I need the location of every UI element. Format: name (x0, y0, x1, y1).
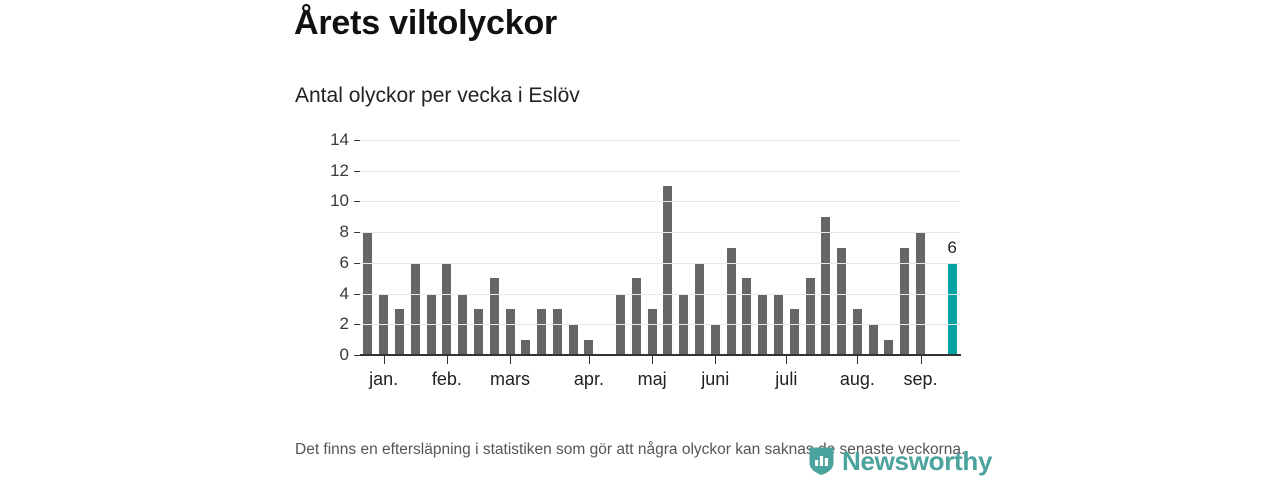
bar[interactable] (521, 339, 531, 355)
gridline (360, 293, 960, 295)
bar[interactable] (837, 247, 847, 355)
bar-highlighted[interactable] (947, 262, 957, 355)
bar[interactable] (789, 308, 799, 355)
newsworthy-shield-barchart-icon (809, 447, 834, 475)
x-axis-tick-label: maj (637, 369, 667, 389)
x-axis-line (360, 354, 961, 356)
gridline (360, 201, 960, 203)
y-axis-tick-label: 12 (330, 160, 349, 180)
plot-area: 6 jan. feb. mars apr. maj juni juli aug. sep. 0 2… (330, 131, 961, 389)
x-axis-tick-mark (786, 355, 788, 364)
y-axis-tick-mark (354, 201, 360, 203)
gridline (360, 324, 960, 326)
y-axis-tick-label: 0 (339, 345, 349, 364)
x-axis-tick-mark (652, 355, 654, 364)
footnote-text: Det finns en eftersläpning i statistiken… (295, 441, 966, 458)
newsworthy-logo[interactable]: Newsworthy (808, 446, 992, 476)
bar[interactable] (631, 278, 641, 355)
bar[interactable] (584, 339, 594, 355)
page-title: Årets viltolyckor (294, 4, 558, 42)
newsworthy-wordmark: Newsworthy (842, 446, 993, 476)
bar[interactable] (884, 339, 894, 355)
y-axis-tick-mark (354, 324, 360, 326)
bar[interactable] (505, 308, 515, 355)
y-axis-tick-mark (354, 170, 360, 172)
x-axis-tick-label: sep. (903, 369, 938, 389)
chart-subtitle: Antal olyckor per vecka i Eslöv (295, 84, 580, 107)
bar[interactable] (552, 308, 562, 355)
x-axis-tick-label: feb. (431, 369, 462, 389)
x-axis-tick-mark (446, 355, 448, 364)
bar[interactable] (394, 308, 404, 355)
bar[interactable] (410, 262, 420, 355)
y-axis-tick-mark (354, 140, 360, 141)
x-axis: jan. feb. mars apr. maj juni juli aug. sep. (360, 355, 960, 400)
y-axis-tick-mark (354, 262, 360, 264)
bar[interactable] (726, 247, 736, 355)
x-axis-tick-label: juni (701, 369, 730, 389)
gridline (360, 170, 960, 172)
bar[interactable] (442, 262, 452, 355)
x-axis-tick-label: apr. (573, 369, 604, 389)
gridline (360, 140, 960, 141)
bar[interactable] (473, 308, 483, 355)
x-axis-tick-mark (920, 355, 922, 364)
bar[interactable] (852, 308, 862, 355)
y-axis-tick-mark (354, 293, 360, 295)
bar[interactable] (805, 278, 815, 355)
bar[interactable] (489, 278, 499, 355)
y-axis-tick-mark (354, 355, 360, 356)
bar[interactable] (821, 216, 831, 355)
x-axis-tick-mark (383, 355, 385, 364)
bar[interactable] (694, 262, 704, 355)
x-axis-tick-mark (588, 355, 590, 364)
bar[interactable] (868, 324, 878, 355)
y-axis-tick-label: 10 (330, 191, 349, 211)
bar[interactable] (710, 324, 720, 355)
y-axis-tick-label: 14 (330, 130, 349, 149)
bar[interactable] (647, 308, 657, 355)
x-axis-tick-label: juli (775, 369, 798, 389)
x-axis-tick-label: mars (490, 369, 530, 389)
bar[interactable] (900, 247, 910, 355)
x-axis-tick-mark (510, 355, 511, 364)
x-axis-tick-mark (715, 355, 717, 364)
y-axis-tick-mark (354, 232, 360, 234)
bar-series: 6 (360, 140, 960, 355)
y-axis-tick-label: 8 (339, 222, 349, 242)
bar[interactable] (537, 308, 547, 355)
gridline (360, 232, 960, 234)
bar[interactable] (663, 186, 673, 355)
y-axis-tick-label: 4 (339, 283, 349, 303)
bar[interactable] (568, 324, 578, 355)
y-axis-tick-label: 6 (339, 252, 349, 272)
x-axis-tick-label: jan. (369, 369, 399, 389)
bar-value-label: 6 (947, 237, 957, 257)
y-axis-tick-label: 2 (339, 314, 349, 334)
gridline (360, 262, 960, 264)
x-axis-tick-mark (857, 355, 859, 364)
bar-chart: 6 jan. feb. mars apr. maj juni juli aug. sep. 0 2… (295, 128, 975, 393)
x-axis-tick-label: aug. (839, 369, 875, 389)
bar[interactable] (742, 278, 752, 355)
